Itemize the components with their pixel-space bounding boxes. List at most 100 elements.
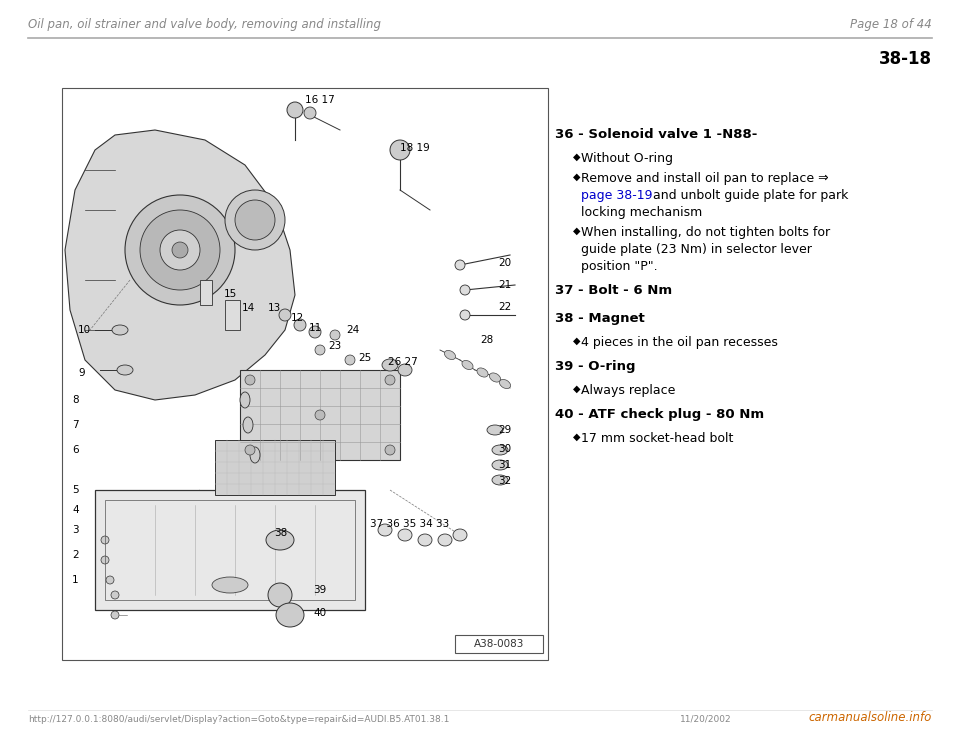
Ellipse shape [385, 375, 395, 385]
Ellipse shape [378, 524, 392, 536]
Ellipse shape [460, 310, 470, 320]
Ellipse shape [276, 603, 304, 627]
Text: ◆: ◆ [573, 384, 581, 394]
Ellipse shape [309, 326, 321, 338]
Text: 36 - Solenoid valve 1 -N88-: 36 - Solenoid valve 1 -N88- [555, 128, 757, 141]
Ellipse shape [462, 361, 473, 370]
Ellipse shape [490, 373, 500, 382]
Ellipse shape [330, 330, 340, 340]
Text: Page 18 of 44: Page 18 of 44 [851, 18, 932, 31]
Text: 20: 20 [498, 258, 511, 268]
Text: Remove and install oil pan to replace ⇒: Remove and install oil pan to replace ⇒ [581, 172, 828, 185]
Text: Oil pan, oil strainer and valve body, removing and installing: Oil pan, oil strainer and valve body, re… [28, 18, 381, 31]
Ellipse shape [294, 319, 306, 331]
Bar [62, 88, 548, 660]
Text: 4: 4 [72, 505, 79, 515]
Ellipse shape [106, 576, 114, 584]
Ellipse shape [499, 379, 511, 389]
Ellipse shape [492, 460, 508, 470]
Ellipse shape [225, 190, 285, 250]
Ellipse shape [266, 530, 294, 550]
Text: 39: 39 [313, 585, 326, 595]
Text: 4 pieces in the oil pan recesses: 4 pieces in the oil pan recesses [581, 336, 778, 349]
Text: ◆: ◆ [573, 172, 581, 182]
Text: Always replace: Always replace [581, 384, 676, 397]
Ellipse shape [453, 529, 467, 541]
Ellipse shape [245, 445, 255, 455]
Text: 14: 14 [242, 303, 255, 313]
Text: 23: 23 [328, 341, 341, 351]
Text: 24: 24 [346, 325, 359, 335]
Ellipse shape [460, 285, 470, 295]
Ellipse shape [444, 350, 456, 360]
Text: page 38-19: page 38-19 [581, 189, 653, 202]
Bar [215, 440, 335, 495]
Ellipse shape [111, 611, 119, 619]
Text: 40: 40 [313, 608, 326, 618]
Ellipse shape [117, 365, 133, 375]
Text: 5: 5 [72, 485, 79, 495]
Text: Without O-ring: Without O-ring [581, 152, 673, 165]
Text: 15: 15 [224, 289, 237, 299]
Text: locking mechanism: locking mechanism [581, 206, 703, 219]
Text: 6: 6 [72, 445, 79, 455]
Text: 8: 8 [72, 395, 79, 405]
Ellipse shape [101, 536, 109, 544]
Ellipse shape [492, 475, 508, 485]
Text: ◆: ◆ [573, 336, 581, 346]
Text: 13: 13 [268, 303, 281, 313]
Text: 21: 21 [498, 280, 512, 290]
Text: 32: 32 [498, 476, 512, 486]
Ellipse shape [390, 140, 410, 160]
Text: 12: 12 [291, 313, 304, 323]
Text: 3: 3 [72, 525, 79, 535]
Text: 9: 9 [78, 368, 84, 378]
Text: 30: 30 [498, 444, 511, 454]
Ellipse shape [477, 368, 488, 377]
Text: 29: 29 [498, 425, 512, 435]
Ellipse shape [111, 591, 119, 599]
Text: 39 - O-ring: 39 - O-ring [555, 360, 636, 373]
Text: 38: 38 [274, 528, 287, 538]
Ellipse shape [438, 534, 452, 546]
Ellipse shape [398, 529, 412, 541]
Ellipse shape [345, 355, 355, 365]
Bar [95, 490, 365, 610]
Ellipse shape [315, 410, 325, 420]
Ellipse shape [140, 210, 220, 290]
Ellipse shape [101, 556, 109, 564]
Text: 40 - ATF check plug - 80 Nm: 40 - ATF check plug - 80 Nm [555, 408, 764, 421]
Text: 2: 2 [72, 550, 79, 560]
Ellipse shape [418, 534, 432, 546]
Text: 38 - Magnet: 38 - Magnet [555, 312, 645, 325]
Text: 17 mm socket-head bolt: 17 mm socket-head bolt [581, 432, 733, 445]
Text: 18 19: 18 19 [400, 143, 430, 153]
Text: 31: 31 [498, 460, 512, 470]
Text: 11/20/2002: 11/20/2002 [680, 715, 732, 724]
Text: 25: 25 [358, 353, 372, 363]
Ellipse shape [212, 577, 248, 593]
Ellipse shape [487, 425, 503, 435]
Text: 16 17: 16 17 [305, 95, 335, 105]
Ellipse shape [160, 230, 200, 270]
Ellipse shape [492, 445, 508, 455]
Text: 28: 28 [480, 335, 493, 345]
Bar [200, 280, 212, 305]
Ellipse shape [279, 309, 291, 321]
Text: 10: 10 [78, 325, 91, 335]
Text: http://127.0.0.1:8080/audi/servlet/Display?action=Goto&type=repair&id=AUDI.B5.AT: http://127.0.0.1:8080/audi/servlet/Displ… [28, 715, 449, 724]
Ellipse shape [315, 345, 325, 355]
Bar [455, 635, 543, 653]
Text: 11: 11 [309, 323, 323, 333]
Text: 38-18: 38-18 [879, 50, 932, 68]
Text: position "P".: position "P". [581, 260, 658, 273]
Polygon shape [65, 130, 295, 400]
Text: 37 36 35 34 33: 37 36 35 34 33 [370, 519, 449, 529]
Ellipse shape [382, 359, 398, 371]
Text: guide plate (23 Nm) in selector lever: guide plate (23 Nm) in selector lever [581, 243, 812, 256]
Text: 22: 22 [498, 302, 512, 312]
Ellipse shape [385, 445, 395, 455]
Bar [105, 500, 355, 600]
Text: carmanualsoline.info: carmanualsoline.info [808, 711, 932, 724]
Ellipse shape [250, 447, 260, 463]
